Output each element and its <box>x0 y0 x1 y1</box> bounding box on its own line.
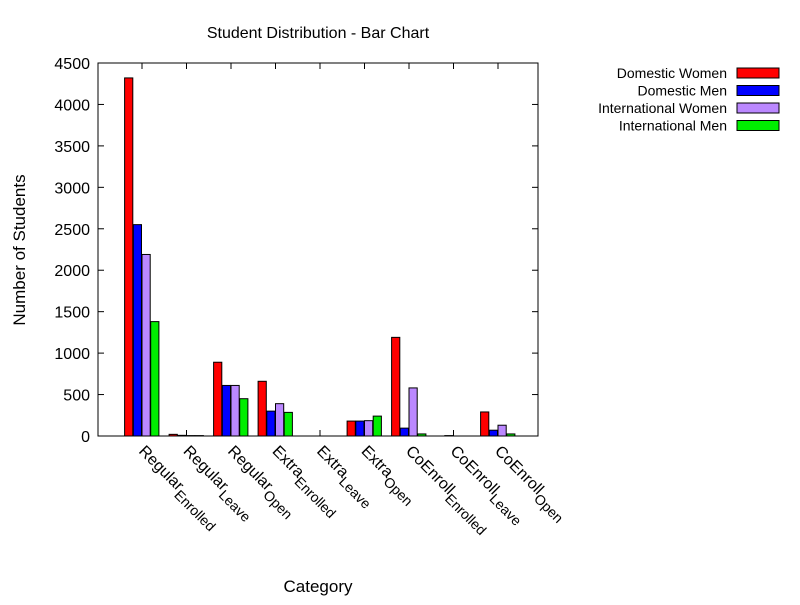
bar <box>356 421 364 436</box>
x-tick-label-sub: Open <box>531 490 567 526</box>
bar <box>418 434 426 436</box>
legend-swatch <box>737 86 779 96</box>
bar <box>498 425 506 436</box>
y-tick-label: 3000 <box>54 180 90 197</box>
bar <box>507 434 515 436</box>
y-tick-label: 4000 <box>54 97 90 114</box>
plot-frame <box>98 63 538 436</box>
x-tick-label: CoEnrollEnrolled <box>399 443 494 538</box>
legend-swatch <box>737 121 779 131</box>
legend-label: Domestic Women <box>617 65 727 81</box>
bar <box>258 381 266 436</box>
bar <box>365 421 373 436</box>
bar <box>231 385 239 436</box>
y-tick-label: 0 <box>81 429 90 446</box>
x-tick-label-main: Regular <box>224 443 276 495</box>
x-tick-label-sub: Enrolled <box>442 490 490 538</box>
bar <box>481 412 489 436</box>
x-tick-label-sub: Open <box>381 473 417 509</box>
bar <box>178 435 186 436</box>
bar <box>392 337 400 436</box>
chart-title: Student Distribution - Bar Chart <box>207 25 430 42</box>
y-axis-label: Number of Students <box>10 174 29 325</box>
bar <box>169 434 177 436</box>
y-tick-label: 1500 <box>54 305 90 322</box>
y-tick-label: 1000 <box>54 346 90 363</box>
x-tick-label-main: CoEnroll <box>491 443 546 498</box>
x-axis-label: Category <box>284 577 353 596</box>
x-tick-label: RegularEnrolled <box>132 443 224 535</box>
bar <box>151 322 159 436</box>
x-tick-label-sub: Open <box>260 487 296 523</box>
x-tick-label-main: Regular <box>180 443 232 495</box>
x-tick-label-sub: Leave <box>216 487 254 525</box>
bar <box>276 404 284 436</box>
bar <box>400 428 408 436</box>
bar <box>142 254 150 436</box>
legend-label: International Women <box>598 100 727 116</box>
bar <box>489 430 497 436</box>
y-tick-label: 3500 <box>54 139 90 156</box>
x-tick-label-sub: Enrolled <box>292 473 340 521</box>
x-tick-label-sub: Enrolled <box>171 487 219 535</box>
bar <box>284 412 292 436</box>
y-tick-label: 500 <box>63 388 90 405</box>
bar <box>373 416 381 436</box>
bar <box>409 388 417 436</box>
x-tick-label-main: Regular <box>135 443 187 495</box>
bar <box>347 421 355 436</box>
bar <box>267 411 275 436</box>
y-tick-label: 2500 <box>54 222 90 239</box>
bar <box>214 362 222 436</box>
legend-label: International Men <box>619 118 727 134</box>
legend-swatch <box>737 68 779 78</box>
legend-swatch <box>737 103 779 113</box>
bar <box>133 225 141 436</box>
x-tick-label-sub: Leave <box>336 473 374 511</box>
bar <box>222 385 230 436</box>
y-tick-label: 4500 <box>54 56 90 73</box>
legend-label: Domestic Men <box>638 83 727 99</box>
bar <box>125 78 133 436</box>
y-tick-label: 2000 <box>54 263 90 280</box>
bar <box>240 399 248 436</box>
x-tick-label-sub: Leave <box>487 490 525 528</box>
